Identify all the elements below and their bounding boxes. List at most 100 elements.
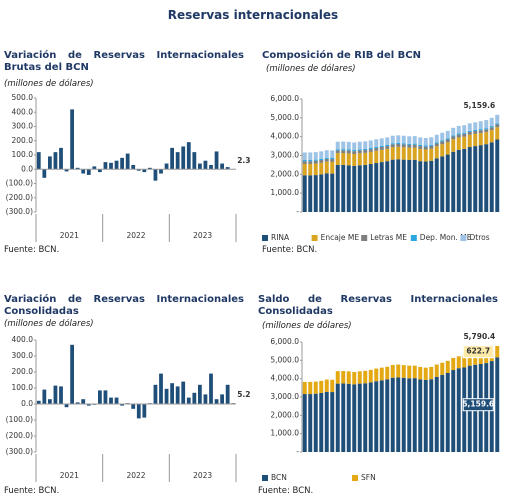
bar-segment xyxy=(423,161,428,212)
bar xyxy=(159,169,163,174)
bar-segment xyxy=(401,147,406,160)
y-tick-label: 5,000.0 xyxy=(270,113,299,122)
bar-segment xyxy=(363,141,368,149)
bar-segment xyxy=(346,165,351,212)
bar-segment xyxy=(412,144,417,148)
bar-segment xyxy=(445,372,450,452)
legend-swatch xyxy=(361,235,368,241)
bar-segment xyxy=(396,135,401,143)
bar-segment xyxy=(308,160,313,162)
bar-segment xyxy=(390,147,395,160)
y-tick-label: - xyxy=(296,447,299,456)
bar-segment xyxy=(319,158,324,161)
group-label: 2021 xyxy=(60,231,79,240)
y-tick-label: 6,000.0 xyxy=(270,94,299,103)
bar-segment xyxy=(401,365,406,378)
value-label: 5,159.6 xyxy=(462,400,494,409)
bar-segment xyxy=(357,371,362,384)
bar-segment xyxy=(484,132,489,145)
bar-segment xyxy=(451,370,456,452)
bar-segment xyxy=(462,136,467,149)
source: Fuente: BCN. xyxy=(262,245,318,255)
bar xyxy=(120,157,124,170)
bar xyxy=(181,381,186,404)
y-tick-label: (300.0) xyxy=(6,207,33,216)
bar-segment xyxy=(451,151,456,212)
bar-segment xyxy=(396,146,401,160)
chart-title: Saldo de Reservas Internacionales Consol… xyxy=(258,294,498,317)
bar-segment xyxy=(495,357,500,452)
bar-segment xyxy=(418,161,423,212)
bar xyxy=(42,169,47,178)
legend-label: Encaje ME xyxy=(321,233,360,242)
bar-segment xyxy=(341,383,346,452)
y-tick-label: 400.0 xyxy=(12,335,34,344)
bar-segment xyxy=(319,151,324,159)
y-tick-label: (100.0) xyxy=(6,179,33,188)
bar xyxy=(86,169,91,175)
bar-segment xyxy=(451,127,456,136)
bar-segment xyxy=(445,139,450,143)
y-tick-label: 0.0 xyxy=(21,399,33,408)
legend-swatch xyxy=(352,475,358,481)
bar xyxy=(64,404,69,408)
y-tick-label: 2,000.0 xyxy=(270,169,299,178)
bar-segment xyxy=(385,161,390,212)
bar xyxy=(142,169,147,173)
legend-swatch xyxy=(262,235,268,241)
bar-segment xyxy=(341,141,346,150)
bar xyxy=(131,404,136,409)
bar xyxy=(198,384,202,404)
bar-segment xyxy=(352,150,357,152)
bar xyxy=(186,142,191,170)
bar-segment xyxy=(434,146,439,159)
bar-segment xyxy=(385,379,390,452)
bar-segment xyxy=(385,144,390,147)
bar-segment xyxy=(495,124,500,128)
bar-segment xyxy=(407,160,412,212)
bar xyxy=(59,386,63,404)
chart-title: Variación de Reservas Internacionales Co… xyxy=(4,294,244,317)
bar xyxy=(70,109,74,170)
bar xyxy=(103,162,108,170)
y-tick-label: (300.0) xyxy=(6,447,33,456)
bar-segment xyxy=(385,148,390,162)
y-tick-label: 200.0 xyxy=(12,367,34,376)
bar xyxy=(75,402,80,404)
bar-segment xyxy=(357,141,362,150)
bar-segment xyxy=(368,151,373,164)
legend-label: SFN xyxy=(361,473,376,482)
bar-segment xyxy=(451,139,456,152)
bar-segment xyxy=(319,174,324,212)
bar xyxy=(159,373,163,404)
bar-segment xyxy=(467,147,472,212)
bar-segment xyxy=(313,159,318,161)
bar-segment xyxy=(440,141,445,145)
bar-segment xyxy=(412,159,417,212)
bar-segment xyxy=(330,392,335,452)
bar-segment xyxy=(352,384,357,452)
bar-segment xyxy=(357,149,362,151)
bar-segment xyxy=(412,365,417,379)
bar xyxy=(103,390,108,404)
y-tick-label: (200.0) xyxy=(6,431,33,440)
bar-segment xyxy=(390,135,395,144)
bar xyxy=(42,389,47,404)
bar-segment xyxy=(423,146,428,150)
bar-segment xyxy=(478,130,483,134)
bar-segment xyxy=(324,379,329,392)
bar-segment xyxy=(335,150,340,154)
bar-segment xyxy=(489,126,494,128)
bar-segment xyxy=(396,144,401,147)
bar-segment xyxy=(407,378,412,452)
bar-segment xyxy=(423,149,428,162)
bar-segment xyxy=(357,383,362,452)
y-tick-label: 0.0 xyxy=(21,164,33,173)
bar-segment xyxy=(467,123,472,131)
bar-segment xyxy=(319,162,324,175)
bar xyxy=(214,151,219,170)
bar-segment xyxy=(412,378,417,452)
bar-segment xyxy=(363,150,368,153)
legend-swatch xyxy=(311,235,318,241)
bar-segment xyxy=(396,142,401,145)
